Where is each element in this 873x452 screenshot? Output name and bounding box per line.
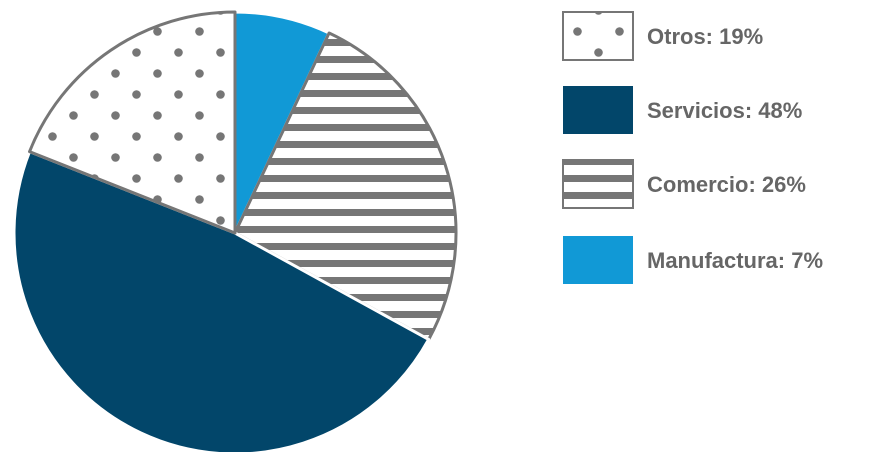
- legend: Otros: 19% Servicios: 48% Comercio: 26% Man…: [562, 11, 823, 284]
- legend-swatch-manufactura: [563, 236, 633, 284]
- legend-label-comercio: Comercio: 26%: [647, 172, 806, 197]
- legend-label-servicios: Servicios: 48%: [647, 98, 802, 123]
- legend-swatch-comercio: [562, 159, 634, 209]
- legend-swatch-servicios: [563, 86, 633, 134]
- pie-slices: [12, 10, 458, 452]
- legend-label-otros: Otros: 19%: [647, 24, 763, 49]
- pie-slice-otros: [28, 10, 237, 235]
- legend-label-manufactura: Manufactura: 7%: [647, 248, 823, 273]
- legend-swatch-otros: [562, 11, 634, 61]
- pie-slice-servicios: [12, 150, 431, 452]
